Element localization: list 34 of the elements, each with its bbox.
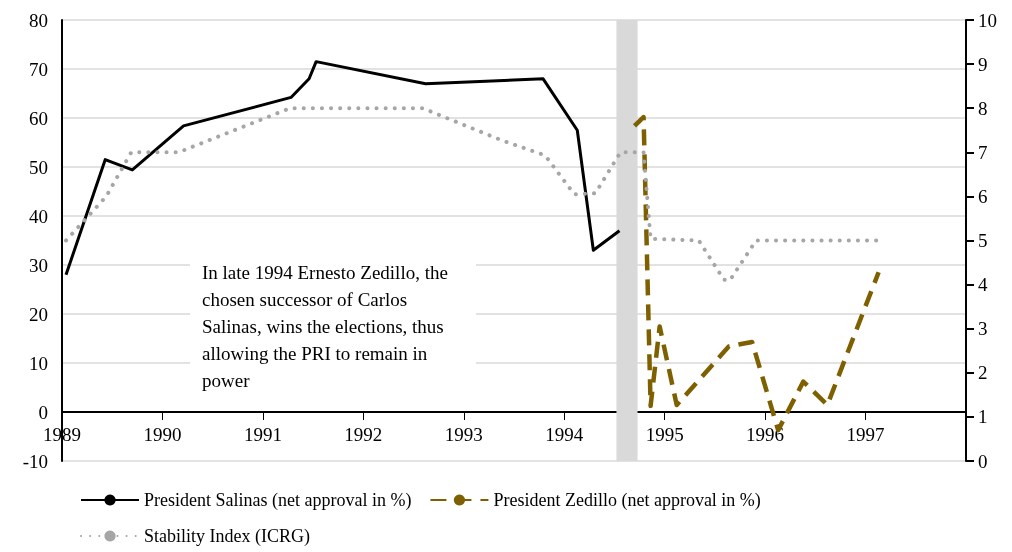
y-tick-label: 0 xyxy=(38,401,48,423)
y2-tick-label: 4 xyxy=(978,274,988,296)
legend-label: Stability Index (ICRG) xyxy=(144,526,310,547)
y-tick-label: 40 xyxy=(29,205,48,227)
y2-tick-label: 7 xyxy=(978,141,988,163)
x-tick-label: 1997 xyxy=(846,424,885,445)
y-tick-label: 70 xyxy=(29,58,48,80)
x-tick-label: 1992 xyxy=(344,424,383,445)
y2-tick-label: 6 xyxy=(978,185,988,207)
y-tick-label: 60 xyxy=(29,107,48,129)
x-tick-label: 1994 xyxy=(545,424,584,445)
line-series xyxy=(64,106,880,283)
x-tick-label: 1990 xyxy=(143,424,182,445)
y2-tick-label: 8 xyxy=(978,97,988,119)
legend-label: President Zedillo (net approval in %) xyxy=(493,490,761,511)
x-tick-label: 1995 xyxy=(645,424,684,445)
y-tick-label: 50 xyxy=(29,156,48,178)
y-tick-label: 30 xyxy=(29,254,48,276)
y-tick-label: 20 xyxy=(29,303,48,325)
y2-tick-label: 9 xyxy=(978,53,988,75)
x-tick-label: 1996 xyxy=(746,424,785,445)
y2-tick-label: 5 xyxy=(978,230,988,251)
y2-tick-label: 0 xyxy=(978,450,988,472)
y2-tick-label: 10 xyxy=(978,9,997,31)
legend-label: President Salinas (net approval in %) xyxy=(144,490,412,511)
y-tick-label: 80 xyxy=(29,9,48,31)
y-tick-label: 10 xyxy=(29,352,48,374)
y2-tick-label: 2 xyxy=(978,362,988,384)
annotation: In late 1994 Ernesto Zedillo, the chosen successor of Carlos Salinas, wins the elections, thus allowing the PRI to remain in power xyxy=(202,262,453,391)
y2-tick-label: 3 xyxy=(978,318,988,340)
y-tick-label: -10 xyxy=(22,450,48,472)
x-tick-label: 1991 xyxy=(243,424,282,445)
y2-tick-label: 1 xyxy=(978,406,988,428)
x-tick-label: 1993 xyxy=(444,424,483,445)
